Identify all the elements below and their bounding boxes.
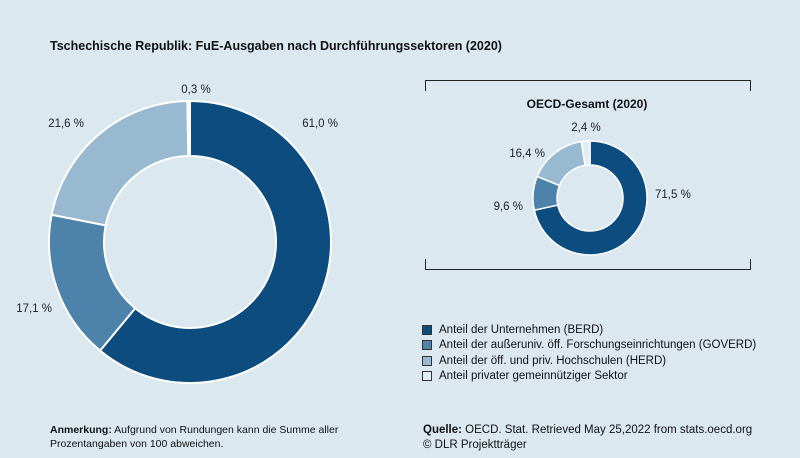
source: Quelle: OECD. Stat. Retrieved May 25,202… <box>423 423 752 453</box>
legend-item-berd: Anteil der Unternehmen (BERD) <box>422 322 756 338</box>
source-line: Quelle: OECD. Stat. Retrieved May 25,202… <box>423 423 752 438</box>
legend-swatch-herd <box>422 355 432 366</box>
data-label: 17,1 % <box>16 303 52 315</box>
legend: Anteil der Unternehmen (BERD) Anteil der… <box>422 322 756 384</box>
data-label: 16,4 % <box>509 148 545 160</box>
chart-title: Tschechische Republik: FuE-Ausgaben nach… <box>50 39 502 53</box>
source-label: Quelle: <box>423 424 462 436</box>
slice-private <box>580 140 591 167</box>
slice-private <box>186 99 191 158</box>
footnote: Anmerkung: Aufgrund von Rundungen kann d… <box>50 423 380 451</box>
legend-swatch-private <box>422 371 432 382</box>
legend-swatch-berd <box>422 324 432 335</box>
legend-item-goverd: Anteil der außeruniv. öff. Forschungsein… <box>422 338 756 354</box>
oecd-bracket-top <box>425 80 751 91</box>
data-label: 61,0 % <box>302 118 338 130</box>
legend-item-private: Anteil privater gemeinnütziger Sektor <box>422 369 756 385</box>
data-label: 2,4 % <box>571 122 600 134</box>
data-label: 71,5 % <box>655 189 691 201</box>
legend-label: Anteil der außeruniv. öff. Forschungsein… <box>439 339 757 352</box>
donut-oecd: 71,5 % 9,6 % 16,4 % 2,4 % <box>494 122 691 256</box>
legend-label: Anteil der Unternehmen (BERD) <box>439 323 604 336</box>
oecd-title: OECD-Gesamt (2020) <box>526 97 648 111</box>
legend-label: Anteil der öff. und priv. Hochschulen (H… <box>439 354 667 367</box>
footnote-text: Aufgrund von Rundungen kann die Summe al… <box>50 424 339 450</box>
copyright: © DLR Projektträger <box>423 439 527 451</box>
slice-berd <box>98 99 332 384</box>
data-label: 0,3 % <box>181 84 210 96</box>
legend-label: Anteil privater gemeinnütziger Sektor <box>439 370 628 383</box>
legend-item-herd: Anteil der öff. und priv. Hochschulen (H… <box>422 353 756 369</box>
slice-berd <box>533 140 648 256</box>
data-label: 9,6 % <box>494 201 523 213</box>
data-label: 21,6 % <box>48 118 84 130</box>
footnote-label: Anmerkung: <box>50 424 112 436</box>
oecd-bracket-bottom <box>425 259 751 270</box>
donut-czech: 61,0 % 17,1 % 21,6 % 0,3 % <box>16 84 338 384</box>
source-text: OECD. Stat. Retrieved May 25,2022 from s… <box>461 424 753 436</box>
legend-swatch-goverd <box>422 340 432 351</box>
